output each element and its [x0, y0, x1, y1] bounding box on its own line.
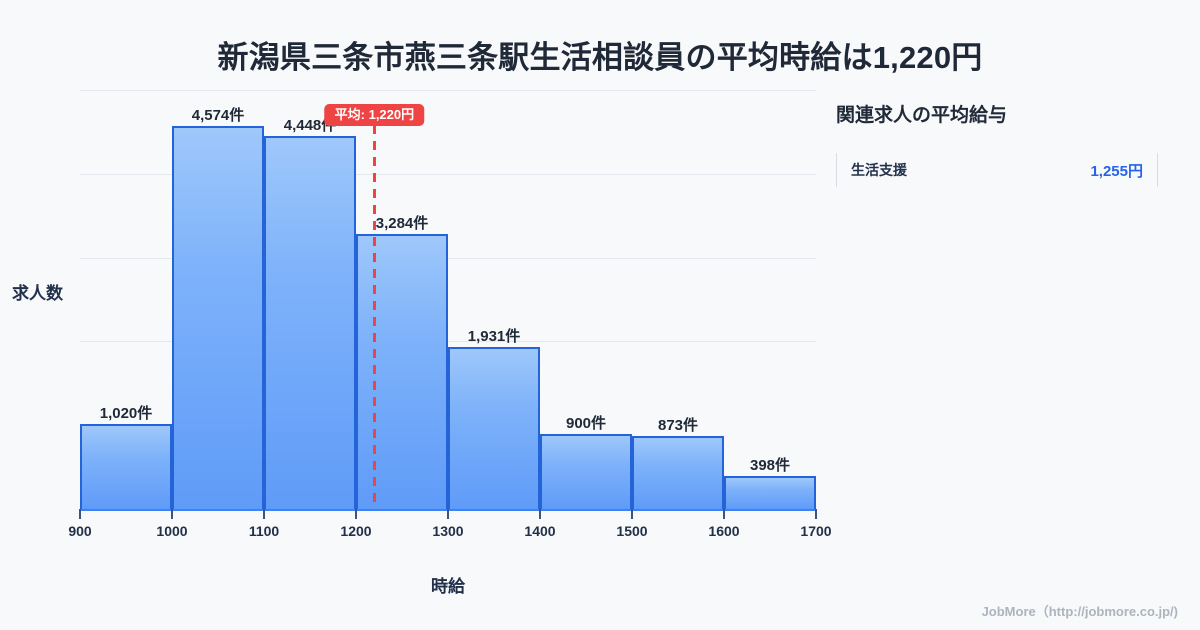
- x-tick-label: 1200: [340, 523, 372, 539]
- gridline: [80, 341, 816, 343]
- plot-area: [80, 90, 816, 509]
- x-tick-label: 900: [68, 523, 92, 539]
- gridline: [80, 90, 816, 91]
- histogram-bar: [264, 136, 356, 509]
- x-tick-mark: [171, 509, 173, 519]
- x-tick-label: 1700: [800, 523, 832, 539]
- x-tick-label: 1000: [156, 523, 188, 539]
- x-tick-mark: [723, 509, 725, 519]
- x-axis-title: 時給: [431, 577, 465, 596]
- x-tick-mark: [539, 509, 541, 519]
- histogram-bar: [172, 125, 264, 509]
- x-tick-mark: [355, 509, 357, 519]
- x-tick-label: 1500: [616, 523, 648, 539]
- histogram-bar: [724, 475, 816, 509]
- bar-value-label: 1,020件: [99, 404, 153, 422]
- bar-value-label: 900件: [565, 414, 607, 432]
- x-tick-label: 1300: [432, 523, 464, 539]
- bar-value-label: 398件: [749, 456, 791, 474]
- y-axis-title: 求人数: [12, 284, 63, 303]
- x-tick-mark: [79, 509, 81, 519]
- bar-value-label: 873件: [657, 416, 699, 434]
- x-tick-label: 1600: [708, 523, 740, 539]
- page-title: 新潟県三条市燕三条駅生活相談員の平均時給は1,220円: [217, 40, 983, 75]
- histogram-bar: [80, 423, 172, 509]
- bar-value-label: 1,931件: [467, 328, 521, 346]
- x-tick-label: 1400: [524, 523, 556, 539]
- histogram-bar: [540, 433, 632, 509]
- side-panel-title: 関連求人の平均給与: [836, 105, 1008, 126]
- salary-row-list: 生活支援 1,255円: [836, 153, 1176, 187]
- bar-value-label: 4,574件: [191, 106, 245, 124]
- bar-value-label: 4,448件: [283, 117, 337, 135]
- gridline: [80, 173, 816, 175]
- salary-row: 生活支援 1,255円: [836, 153, 1158, 187]
- histogram-bar: [448, 347, 540, 509]
- x-tick-mark: [631, 509, 633, 519]
- histogram-bar: [632, 435, 724, 509]
- salary-row-name: 生活支援: [851, 162, 907, 178]
- x-tick-label: 1100: [248, 523, 280, 539]
- bar-value-label: 3,284件: [375, 214, 429, 232]
- salary-row-value: 1,255円: [1090, 162, 1143, 180]
- x-tick-mark: [815, 509, 817, 519]
- x-tick-mark: [263, 509, 265, 519]
- side-panel: 関連求人の平均給与 生活支援 1,255円: [836, 100, 1176, 187]
- gridline: [80, 257, 816, 259]
- average-line: [373, 125, 377, 510]
- x-tick-mark: [447, 509, 449, 519]
- histogram-bar: [356, 233, 448, 509]
- footer-watermark: JobMore（http://jobmore.co.jp/): [981, 604, 1178, 619]
- average-badge: 平均: 1,220円: [324, 104, 425, 126]
